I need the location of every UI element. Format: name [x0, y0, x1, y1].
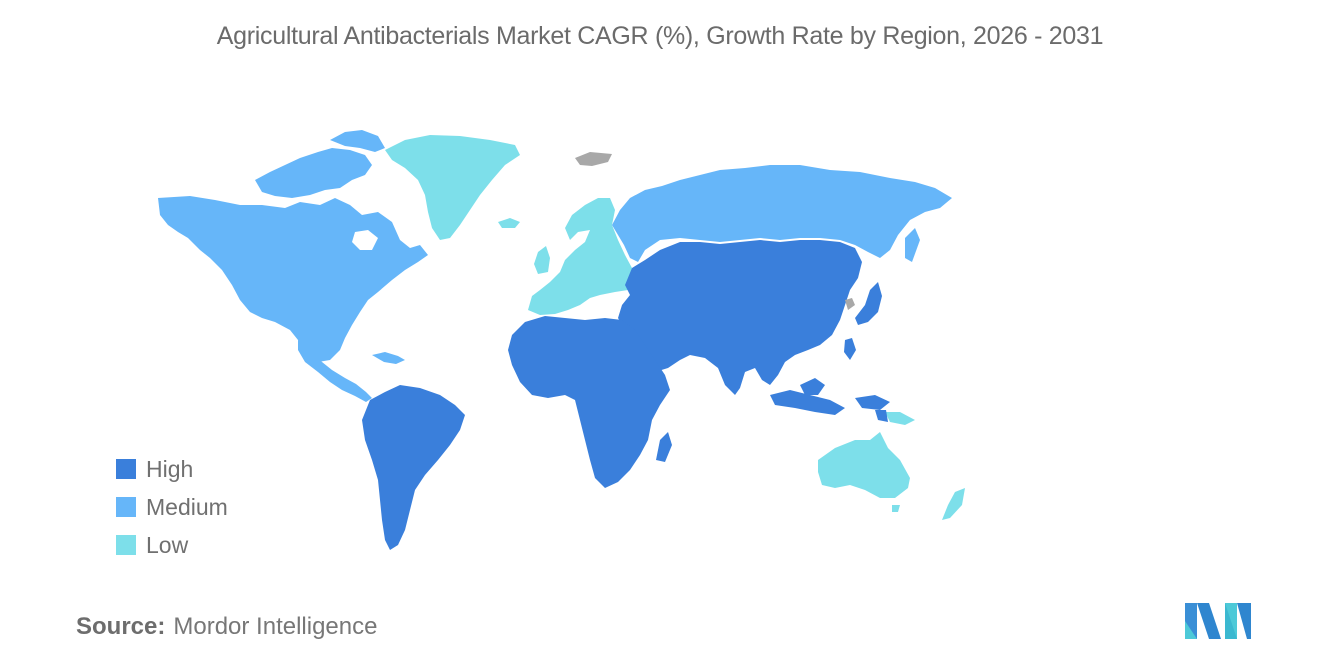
region-north-america: [158, 130, 428, 402]
region-africa: [508, 316, 670, 488]
region-southeast-asia: [770, 338, 890, 415]
region-svalbard: [575, 152, 612, 166]
source-attribution: Source: Mordor Intelligence: [76, 613, 377, 641]
region-greenland: [385, 135, 520, 240]
region-uk: [534, 246, 550, 274]
legend-label-high: High: [146, 455, 194, 482]
legend-item-low: Low: [116, 526, 228, 564]
region-madagascar: [656, 432, 672, 462]
region-papua-new-guinea: [885, 412, 915, 425]
region-papua-indonesia: [875, 410, 888, 422]
source-value: Mordor Intelligence: [173, 613, 378, 640]
region-europe: [528, 198, 638, 315]
legend-swatch-high: [116, 459, 136, 479]
legend-swatch-medium: [116, 497, 136, 517]
mordor-intelligence-logo-icon: [1185, 603, 1251, 639]
legend-item-medium: Medium: [116, 488, 228, 526]
legend-swatch-low: [116, 535, 136, 555]
legend-item-high: High: [116, 450, 228, 488]
region-south-america: [362, 385, 465, 550]
region-russia: [612, 165, 952, 262]
region-asia: [618, 240, 862, 395]
chart-title: Agricultural Antibacterials Market CAGR …: [216, 22, 1104, 50]
region-iceland: [498, 218, 520, 228]
region-kamchatka: [905, 228, 920, 262]
region-japan: [855, 282, 882, 325]
region-tasmania: [892, 505, 900, 512]
region-new-zealand: [942, 488, 965, 520]
region-australia: [818, 432, 910, 498]
legend-label-low: Low: [146, 531, 189, 558]
region-north-korea: [845, 298, 855, 310]
legend: High Medium Low: [116, 450, 228, 564]
legend-label-medium: Medium: [146, 493, 228, 520]
source-label: Source:: [76, 613, 166, 640]
